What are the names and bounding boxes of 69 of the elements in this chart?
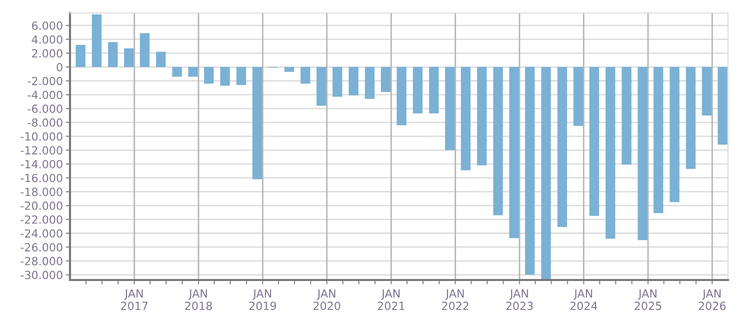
x-tick-label: JAN 2021 [378,289,404,310]
x-tick-label: JAN 2025 [634,289,662,310]
bar [92,14,102,68]
bar [460,67,471,170]
x-tick-label: JAN 2020 [314,289,340,310]
bar [509,67,519,238]
bar [654,67,664,214]
bar [380,67,391,92]
y-tick-label: -16.000 [20,174,62,182]
bar [124,48,134,68]
bar [252,67,262,180]
bar [638,67,648,240]
x-tick-label: JAN 2023 [506,289,533,310]
y-tick-label: -24.000 [20,229,62,238]
bar [573,67,584,126]
bar [348,67,358,96]
y-tick-label: -20.000 [20,202,62,210]
x-tick-label: JAN 2026 [698,289,726,310]
y-tick-label: 0 [56,63,62,72]
x-tick-label: JAN 2024 [570,289,598,310]
bar [236,67,246,86]
y-tick-label: -10.000 [20,132,62,141]
bar [702,67,712,116]
y-tick-label: 2.000 [32,49,62,58]
bar [316,67,326,106]
y-tick-label: -14.000 [20,160,62,168]
y-tick-label: -4.000 [28,90,62,100]
bar [108,42,118,68]
y-tick-label: -12.000 [20,146,62,155]
x-tick-label: JAN 2017 [121,289,148,310]
bar [172,67,182,77]
x-tick-label: JAN 2018 [185,289,212,310]
bar [76,44,86,68]
bar [606,67,616,239]
bar [718,67,728,145]
y-tick-label: -2.000 [28,76,62,86]
bar [188,67,198,77]
bar [477,67,487,166]
bar [156,52,166,68]
y-tick-label: 4.000 [32,35,62,44]
bar [493,67,503,216]
bar [429,67,439,114]
y-tick-label: -28.000 [20,256,62,266]
y-tick-label: -18.000 [20,188,62,196]
bar [332,67,342,97]
bar [220,67,230,86]
bar [284,67,294,72]
y-tick-label: -6.000 [28,104,62,113]
y-tick-label: 6.000 [32,21,62,30]
x-tick-label: JAN 2022 [442,289,468,310]
bar [622,67,632,165]
y-tick-label: -22.000 [20,215,62,224]
bar [140,33,150,68]
bar [364,67,375,99]
y-tick-label: -8.000 [28,118,62,127]
bar [670,67,680,202]
bar [396,67,406,126]
bar [445,67,455,150]
bar [557,67,568,228]
bar [686,67,696,169]
bar [300,67,310,84]
y-tick-label: -26.000 [20,243,62,252]
y-tick-label: -30.000 [20,270,62,280]
bar [204,67,214,84]
bar [525,67,535,275]
bar [541,67,551,279]
x-tick-label: JAN 2019 [249,289,276,310]
bar [412,67,423,114]
bar [589,67,600,216]
